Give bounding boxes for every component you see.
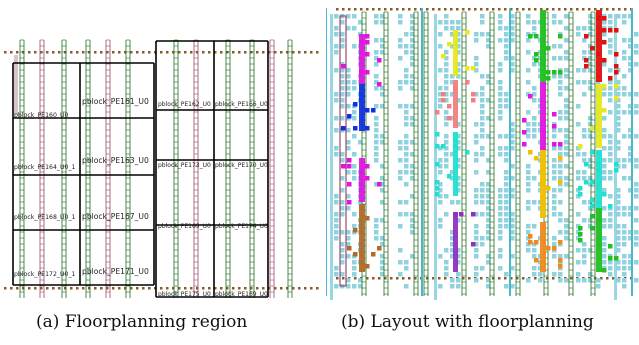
block-salmon bbox=[435, 80, 476, 128]
pblock-label: pblock_PE160_U0 bbox=[14, 112, 69, 119]
block-magenta-a bbox=[341, 34, 382, 87]
block-magenta-b bbox=[341, 158, 382, 205]
placed-cells bbox=[334, 14, 639, 289]
floorplanning-region-drawing: pblock_PE160_U0 pblock_PE161_U0 pblock_PE1… bbox=[4, 39, 319, 298]
bram-column bbox=[287, 39, 293, 298]
bram-column bbox=[423, 11, 429, 296]
edge-column bbox=[614, 14, 617, 302]
pblock-label: pblock_PE167_U0 bbox=[82, 212, 149, 221]
block-green-b bbox=[578, 208, 619, 273]
pblock-label: pblock_PE173_U0 bbox=[158, 162, 211, 169]
pblock-label: pblock_PE165_U0 bbox=[158, 223, 211, 230]
pblock-label: pblock_PE169_U0 bbox=[215, 291, 268, 298]
block-blue bbox=[341, 84, 376, 131]
bram-column bbox=[61, 39, 67, 298]
pblock-label: pblock_PE166_U0 bbox=[215, 101, 268, 108]
pblock-label: pblock_PE174_U0 bbox=[215, 223, 268, 230]
block-cyan bbox=[435, 132, 470, 197]
dsp-column bbox=[269, 39, 275, 298]
block-yellow-a bbox=[441, 30, 476, 76]
pblock-label: pblock_PE162_U0 bbox=[158, 101, 211, 108]
floorplanning-region-figure: pblock_PE160_U0 pblock_PE161_U0 pblock_PE1… bbox=[0, 0, 322, 300]
bram-column bbox=[249, 39, 255, 298]
bram-column bbox=[225, 39, 231, 298]
dsp-column bbox=[193, 39, 199, 298]
pblock-label: pblock_PE161_U0 bbox=[82, 97, 149, 106]
caption-layout-with-floorplanning: (b) Layout with floorplanning bbox=[341, 312, 594, 332]
pblock-label: pblock_PE175_U0 bbox=[158, 291, 211, 298]
dsp-column bbox=[105, 39, 111, 298]
edge-column bbox=[434, 14, 437, 302]
block-yellow-b bbox=[578, 84, 619, 149]
dsp-column bbox=[39, 39, 45, 298]
layout-with-floorplanning-figure bbox=[325, 0, 639, 302]
bram-column bbox=[173, 39, 179, 298]
caption-floorplanning-region: (a) Floorplanning region bbox=[36, 312, 248, 332]
bram-column bbox=[568, 11, 574, 296]
block-orange bbox=[528, 222, 563, 272]
pblock-label: pblock_PE170_U0 bbox=[215, 162, 268, 169]
bram-column bbox=[489, 11, 495, 296]
edge-column bbox=[330, 14, 333, 302]
block-gold bbox=[528, 150, 563, 218]
block-red bbox=[584, 10, 619, 82]
bram-column bbox=[383, 11, 389, 296]
block-brown bbox=[347, 204, 382, 272]
bram-column bbox=[85, 39, 91, 298]
block-magenta-c bbox=[522, 82, 563, 150]
io-row-top bbox=[336, 8, 633, 11]
pblock-label: pblock_PE171_U0 bbox=[82, 267, 149, 276]
io-row-bottom bbox=[4, 287, 319, 290]
layout-with-floorplanning-drawing bbox=[325, 8, 639, 302]
left-edge-column bbox=[14, 55, 18, 115]
bram-column bbox=[413, 11, 419, 296]
bram-column bbox=[125, 39, 131, 298]
dsp-column bbox=[339, 15, 347, 287]
block-green-a bbox=[528, 10, 563, 82]
block-purple bbox=[453, 212, 476, 272]
pblock-label: pblock_PE164_U0_1 bbox=[14, 164, 76, 171]
pblock-label: pblock_PE163_U0 bbox=[82, 156, 149, 165]
pblock-label: pblock_PE172_U0_1 bbox=[14, 271, 76, 278]
block-cyan-b bbox=[578, 150, 619, 209]
pblock-grid bbox=[12, 40, 269, 298]
bram-column bbox=[515, 11, 521, 296]
pblock-label: pblock_PE168_U0_1 bbox=[14, 214, 76, 221]
